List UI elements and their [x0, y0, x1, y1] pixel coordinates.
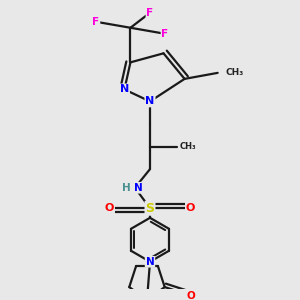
Text: N: N: [134, 183, 142, 193]
Text: F: F: [92, 17, 99, 27]
Text: S: S: [146, 202, 154, 215]
Text: N: N: [146, 257, 154, 267]
Text: N: N: [120, 84, 129, 94]
Text: CH₃: CH₃: [180, 142, 197, 151]
Text: O: O: [186, 290, 195, 300]
Text: H: H: [122, 183, 131, 193]
Text: F: F: [146, 8, 154, 18]
Text: F: F: [161, 29, 169, 39]
Text: CH₃: CH₃: [225, 68, 243, 77]
Text: O: O: [186, 203, 195, 213]
Text: N: N: [146, 96, 154, 106]
Text: O: O: [105, 203, 114, 213]
